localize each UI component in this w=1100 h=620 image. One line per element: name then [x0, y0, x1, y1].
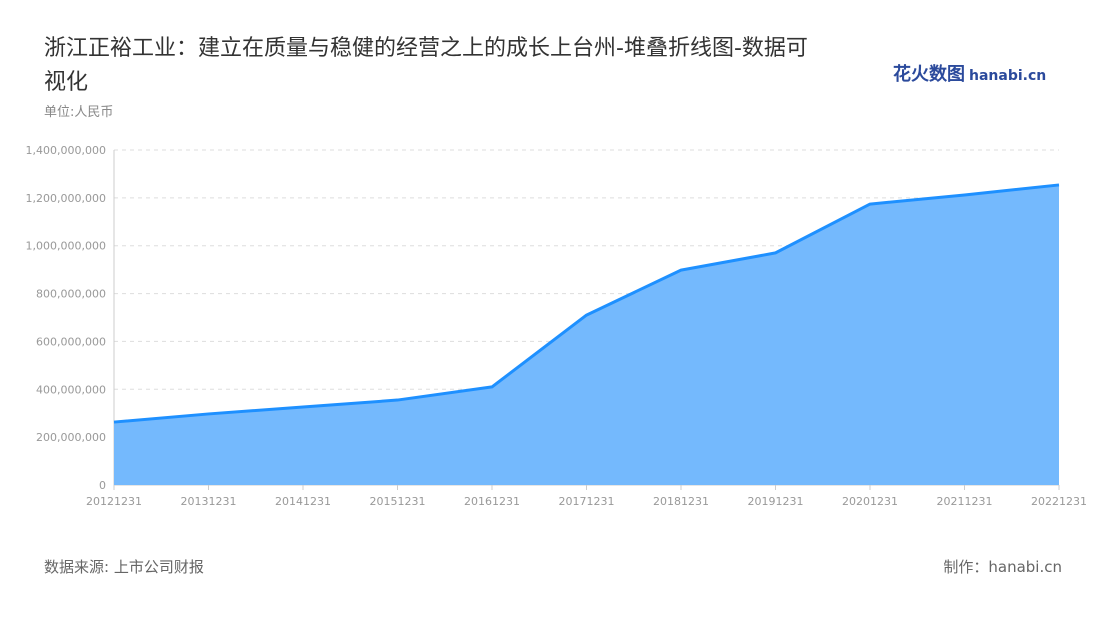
y-tick-label: 600,000,000 [36, 335, 106, 348]
area-fill [114, 184, 1059, 485]
data-source: 数据来源: 上市公司财报 [44, 558, 204, 576]
x-tick-label: 20131231 [181, 495, 237, 508]
x-tick-label: 20171231 [559, 495, 615, 508]
y-tick-label: 1,400,000,000 [26, 144, 106, 157]
logo-en: hanabi.cn [969, 68, 1047, 84]
logo: 花火数图 hanabi.cn [893, 60, 1046, 86]
x-tick-label: 20191231 [748, 495, 804, 508]
x-tick-label: 20221231 [1031, 495, 1087, 508]
x-tick-label: 20181231 [653, 495, 709, 508]
y-tick-label: 400,000,000 [36, 383, 106, 396]
x-tick-label: 20201231 [842, 495, 898, 508]
y-tick-label: 0 [99, 479, 106, 492]
x-tick-label: 20161231 [464, 495, 520, 508]
x-tick-label: 20151231 [370, 495, 426, 508]
y-tick-label: 1,000,000,000 [26, 240, 106, 253]
x-tick-label: 20211231 [937, 495, 993, 508]
logo-cn: 花火数图 [893, 64, 965, 85]
x-tick-label: 20121231 [86, 495, 142, 508]
x-tick-label: 20141231 [275, 495, 331, 508]
y-tick-label: 800,000,000 [36, 288, 106, 301]
maker-credit: 制作：hanabi.cn [943, 558, 1062, 576]
y-tick-label: 1,200,000,000 [26, 192, 106, 205]
y-tick-label: 200,000,000 [36, 431, 106, 444]
chart-title: 浙江正裕工业：建立在质量与稳健的经营之上的成长上台州-堆叠折线图-数据可视化 [44, 36, 808, 95]
unit-label: 单位:人民币 [44, 105, 114, 120]
